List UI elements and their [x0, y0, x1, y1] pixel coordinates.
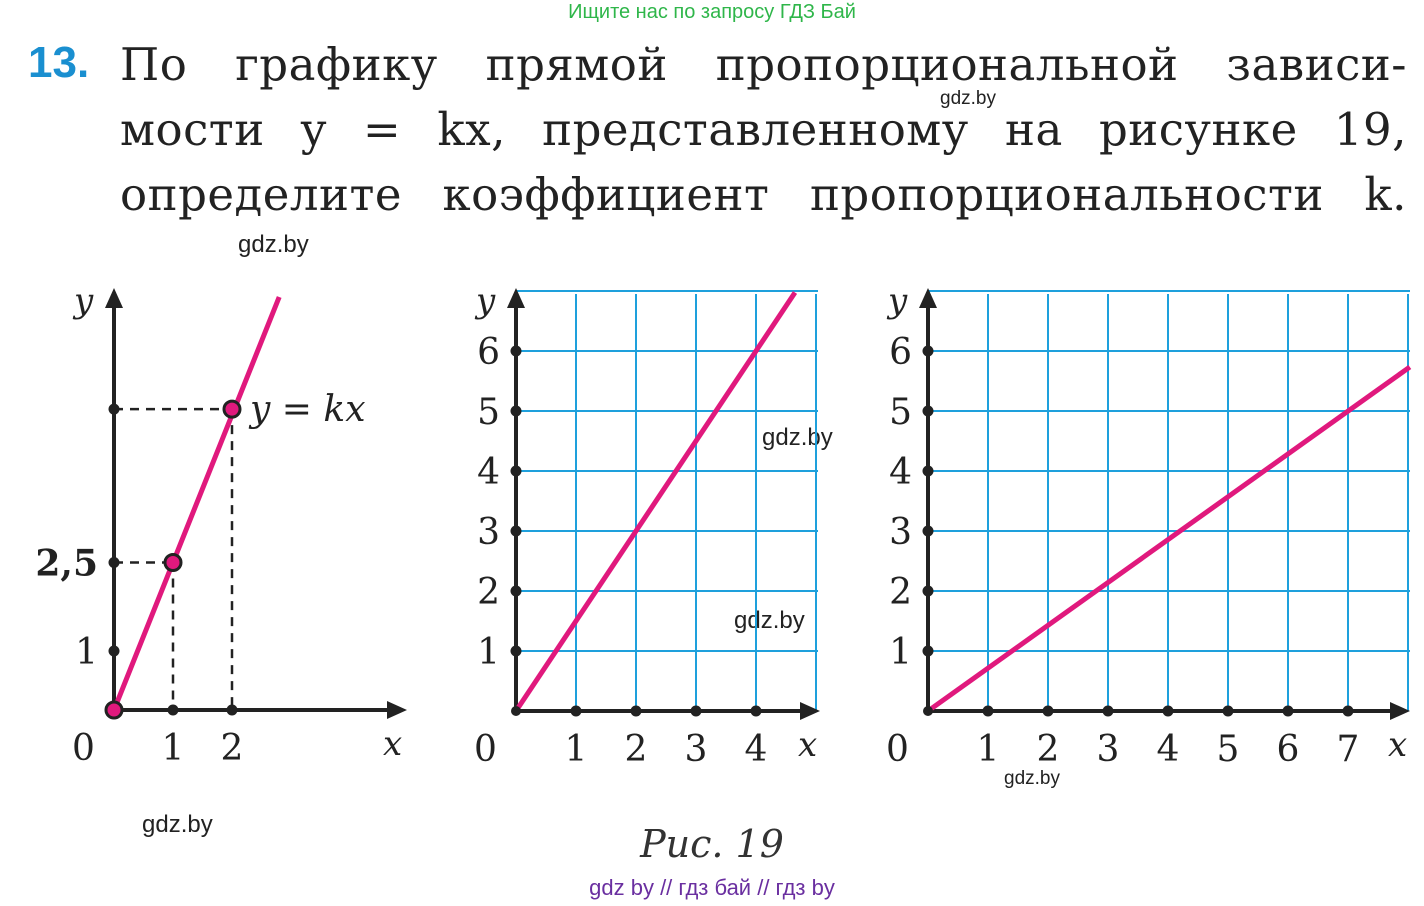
- x-tick-dot: [982, 705, 994, 717]
- x-axis-arrow-icon: [800, 702, 820, 720]
- task-line-2: мости y = kx, представленному на рисунке…: [120, 103, 1407, 156]
- y-tick-label: 2: [477, 572, 500, 613]
- y-tick-label: 1: [477, 632, 500, 673]
- x-tick-label: 2: [221, 728, 244, 769]
- y-tick-label: 2,5: [35, 543, 98, 585]
- x-tick-dot: [1162, 705, 1174, 717]
- watermark: gdz.by: [142, 811, 213, 838]
- point-marker: [222, 399, 242, 419]
- y-tick-label: 1: [889, 632, 912, 673]
- y-tick-dot: [922, 345, 934, 357]
- figure-caption: Рис. 19: [640, 822, 784, 866]
- x-tick-dot: [1102, 705, 1114, 717]
- y-tick-dot: [510, 405, 522, 417]
- x-tick-dot: [226, 704, 238, 716]
- origin-label: 0: [474, 729, 497, 770]
- x-tick-dot: [1342, 705, 1354, 717]
- task-line-1: По графику прямой пропорциональной завис…: [120, 38, 1407, 91]
- watermark: gdz.by: [238, 231, 309, 258]
- watermark: gdz.by: [1004, 768, 1060, 789]
- x-tick-label: 3: [1097, 729, 1120, 770]
- y-axis-arrow-icon: [919, 288, 937, 308]
- y-tick-label: 4: [889, 452, 912, 493]
- x-axis-label: x: [383, 724, 402, 764]
- x-tick-label: 7: [1337, 729, 1360, 770]
- y-tick-label: 2: [889, 572, 912, 613]
- watermark: gdz.by: [762, 424, 833, 451]
- y-tick-label: 4: [477, 452, 500, 493]
- y-tick-label: 6: [889, 332, 912, 373]
- y-tick-dot: [922, 465, 934, 477]
- x-tick-dot: [1042, 705, 1054, 717]
- search-banner: Ищите нас по запросу ГДЗ Бай: [568, 1, 856, 23]
- y-tick-label: 5: [477, 392, 500, 433]
- y-tick-label: 3: [477, 512, 500, 553]
- y-tick-label: 1: [75, 632, 98, 673]
- x-tick-label: 2: [1037, 729, 1060, 770]
- function-line: [513, 291, 798, 713]
- x-axis-label: x: [1388, 725, 1407, 765]
- x-tick-label: 1: [565, 729, 588, 770]
- y-tick-dot: [510, 525, 522, 537]
- y-axis-label: y: [72, 281, 94, 321]
- x-tick-label: 4: [1157, 729, 1180, 770]
- x-tick-label: 1: [977, 729, 1000, 770]
- task-number: 13.: [28, 38, 90, 87]
- y-tick-dot: [922, 645, 934, 657]
- x-tick-dot: [690, 705, 702, 717]
- watermark: gdz.by: [734, 607, 805, 634]
- y-tick-dot: [108, 645, 120, 657]
- y-tick-dot: [922, 525, 934, 537]
- task-line-3: определите коэффициент пропорциональност…: [120, 168, 1407, 221]
- y-tick-dot: [510, 345, 522, 357]
- y-axis-arrow-icon: [105, 288, 123, 308]
- y-axis-label: y: [886, 281, 908, 321]
- x-tick-label: 5: [1217, 729, 1240, 770]
- point-marker: [104, 700, 124, 720]
- origin-label: 0: [72, 728, 95, 769]
- y-axis-label: y: [474, 281, 496, 321]
- x-tick-dot: [1282, 705, 1294, 717]
- y-tick-dot: [922, 585, 934, 597]
- y-tick-label: 6: [477, 332, 500, 373]
- origin-dot: [511, 706, 521, 716]
- x-axis-label: x: [798, 725, 817, 765]
- y-tick-dot: [922, 405, 934, 417]
- bottom-watermark: gdz by // гдз бай // гдз by: [589, 875, 835, 900]
- function-line: [926, 364, 1412, 714]
- y-tick-dot: [510, 585, 522, 597]
- x-tick-dot: [570, 705, 582, 717]
- x-tick-dot: [1222, 705, 1234, 717]
- x-axis-arrow-icon: [387, 701, 407, 719]
- x-tick-label: 6: [1277, 729, 1300, 770]
- y-tick-label: 3: [889, 512, 912, 553]
- x-tick-label: 4: [745, 729, 768, 770]
- y-tick-dot: [510, 465, 522, 477]
- x-axis-arrow-icon: [1390, 702, 1410, 720]
- y-axis-arrow-icon: [507, 288, 525, 308]
- line-label: y = kx: [248, 389, 366, 430]
- function-line: [111, 296, 282, 711]
- origin-dot: [923, 706, 933, 716]
- y-tick-dot: [510, 645, 522, 657]
- point-marker: [163, 553, 183, 572]
- x-tick-label: 2: [625, 729, 648, 770]
- x-tick-label: 1: [162, 728, 185, 769]
- x-tick-dot: [750, 705, 762, 717]
- x-tick-label: 3: [685, 729, 708, 770]
- y-tick-label: 5: [889, 392, 912, 433]
- origin-label: 0: [886, 729, 909, 770]
- watermark: gdz.by: [940, 88, 996, 109]
- x-tick-dot: [630, 705, 642, 717]
